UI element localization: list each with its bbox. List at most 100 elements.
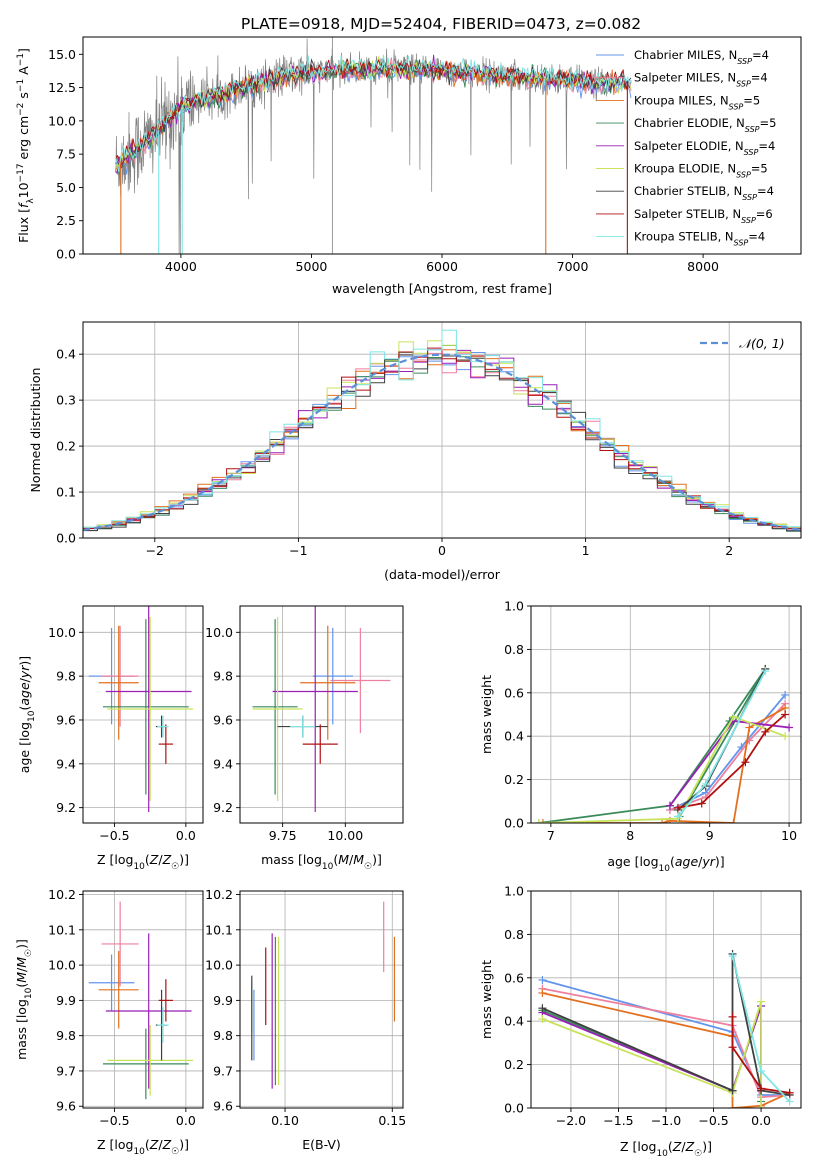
x-tick-label: −0.5 <box>99 1113 129 1128</box>
marker-salpeter_elodie <box>665 801 674 810</box>
legend-label: Chabrier MILES, NSSP=4 <box>634 48 769 66</box>
y-tick-label: 0.6 <box>504 685 524 700</box>
errorbar-salpeter_miles <box>330 627 391 734</box>
x-axis-label: E(B-V) <box>302 1137 341 1152</box>
marker-salpeter_stelib <box>728 1043 737 1052</box>
x-tick-label: −0.5 <box>698 1113 728 1128</box>
y-tick-label: 9.8 <box>56 1028 76 1043</box>
plot-area <box>251 901 396 1089</box>
marker-salpeter_elodie <box>785 723 794 732</box>
marker-chabrier_miles <box>781 690 790 699</box>
y-tick-label: 0.1 <box>56 485 76 500</box>
y-axis-label: Normed distribution <box>28 368 43 493</box>
x-tick-label: 0.0 <box>176 828 196 843</box>
axes-frame <box>239 605 404 824</box>
marker-salpeter_stelib <box>697 799 706 808</box>
legend-label: Salpeter ELODIE, NSSP=4 <box>634 139 775 157</box>
x-tick-label: −2.0 <box>556 1113 586 1128</box>
y-tick-label: 9.2 <box>56 800 76 815</box>
y-tick-label: 9.2 <box>213 800 233 815</box>
y-tick-label: 0.0 <box>504 1101 524 1116</box>
y-tick-label: 9.9 <box>56 993 76 1008</box>
y-tick-label: 9.8 <box>213 1028 233 1043</box>
marker-salpeter_stelib <box>741 758 750 767</box>
panel-spectrum: 4000 5000 6000 7000 8000 0.0 2.5 5.0 7.5 10.0 12.5… <box>16 36 802 296</box>
marker-kroupa_elodie <box>781 732 790 741</box>
axes-frame <box>82 605 204 824</box>
marker-kroupa_stelib <box>757 1067 766 1076</box>
y-tick-label: 0.8 <box>504 927 524 942</box>
errorbar-salpeter_elodie <box>105 606 192 813</box>
y-tick-label: 9.8 <box>56 669 76 684</box>
marker-salpeter_stelib <box>785 1088 794 1097</box>
y-tick-label: 0.4 <box>504 1014 524 1029</box>
y-tick-label: 0.0 <box>56 247 76 262</box>
x-tick-label: 2 <box>725 543 733 558</box>
y-tick-label: 0.0 <box>56 531 76 546</box>
x-tick-label: 0.0 <box>176 1113 196 1128</box>
marker-kroupa_stelib <box>701 779 710 788</box>
marker-salpeter_stelib <box>673 803 682 812</box>
legend-label: Kroupa STELIB, NSSP=4 <box>634 230 765 248</box>
x-tick-label: −0.5 <box>99 828 129 843</box>
marker-salpeter_stelib <box>781 710 790 719</box>
y-tick-label: 10.0 <box>205 958 233 973</box>
y-tick-label: 10.1 <box>48 922 76 937</box>
legend-label: Kroupa MILES, NSSP=5 <box>634 93 760 111</box>
marker-kroupa_miles <box>658 819 667 823</box>
errorbar-kroupa_miles <box>98 950 139 1029</box>
y-tick-label: 10.0 <box>48 958 76 973</box>
marker-salpeter_stelib <box>761 727 770 736</box>
legend-label: Salpeter STELIB, NSSP=6 <box>634 207 773 225</box>
marker-kroupa_miles <box>729 819 738 823</box>
y-tick-label: 9.6 <box>56 712 76 727</box>
y-tick-label: 2.5 <box>56 213 76 228</box>
marker-kroupa_stelib <box>761 667 770 676</box>
y-tick-label: 7.5 <box>56 147 76 162</box>
marker-kroupa_elodie <box>757 1104 766 1108</box>
y-tick-label: 0.0 <box>504 816 524 831</box>
y-axis-label: mass weight <box>479 960 494 1039</box>
marker-kroupa_elodie <box>534 819 543 823</box>
plot-area <box>88 901 193 1100</box>
marker-kroupa_miles <box>538 988 547 997</box>
y-tick-label: 10.1 <box>205 922 233 937</box>
residual-legend: 𝒩(0, 1) <box>700 336 785 351</box>
x-tick-label: 7 <box>547 828 555 843</box>
axes-frame <box>239 890 404 1109</box>
model-spectrum-kroupa_stelib <box>115 54 632 173</box>
panel-residuals: −2 −1 0 1 2 0.0 0.1 0.2 0.3 0.4 𝒩(0, 1) (data-model… <box>28 321 802 582</box>
x-tick-label: −2 <box>146 543 164 558</box>
x-tick-label: 0 <box>438 543 446 558</box>
x-tick-label: 10 <box>781 828 797 843</box>
x-axis-label: Z [log10(Z/Z☉)] <box>620 1139 712 1159</box>
normal-curve <box>83 353 801 531</box>
x-tick-label: 9 <box>706 828 714 843</box>
errorbar-salpeter_elodie <box>105 933 192 1089</box>
marker-chabrier_stelib <box>538 1004 547 1013</box>
errorbar-kroupa_elodie <box>107 616 193 802</box>
marker-kroupa_miles <box>745 723 754 732</box>
legend-label: Chabrier ELODIE, NSSP=5 <box>634 116 776 134</box>
y-tick-label: 9.8 <box>213 669 233 684</box>
y-tick-label: 9.9 <box>213 993 233 1008</box>
x-tick-label: 10.00 <box>327 828 363 843</box>
y-tick-label: 5.0 <box>56 180 76 195</box>
y-tick-label: 0.4 <box>504 729 524 744</box>
plot-area <box>115 37 632 254</box>
x-tick-label: −1 <box>289 543 307 558</box>
x-tick-label: 8 <box>626 828 634 843</box>
errorbar-salpeter_stelib <box>158 979 173 1022</box>
panel-age_vs_mass: 9.75 10.00 9.2 9.4 9.6 9.8 10.0 mass [log10(M/M… <box>205 605 404 872</box>
marker-salpeter_stelib <box>728 1012 737 1021</box>
marker-chabrier_miles <box>538 975 547 984</box>
errorbar-salpeter_stelib <box>158 724 173 764</box>
errorbar-salpeter_stelib <box>302 724 338 764</box>
marker-kroupa_elodie <box>729 712 738 721</box>
x-axis-label: Z [log10(Z/Z☉)] <box>97 1137 189 1157</box>
x-tick-label: 6000 <box>426 259 458 274</box>
panel-massweight_vs_Z: −2.0 −1.5 −1.0 −0.5 0.0 0.0 0.2 0.4 0.6 0.8 1.0 Z [… <box>479 884 802 1159</box>
y-tick-label: 0.4 <box>56 347 76 362</box>
errorbar-kroupa_miles <box>98 625 139 740</box>
